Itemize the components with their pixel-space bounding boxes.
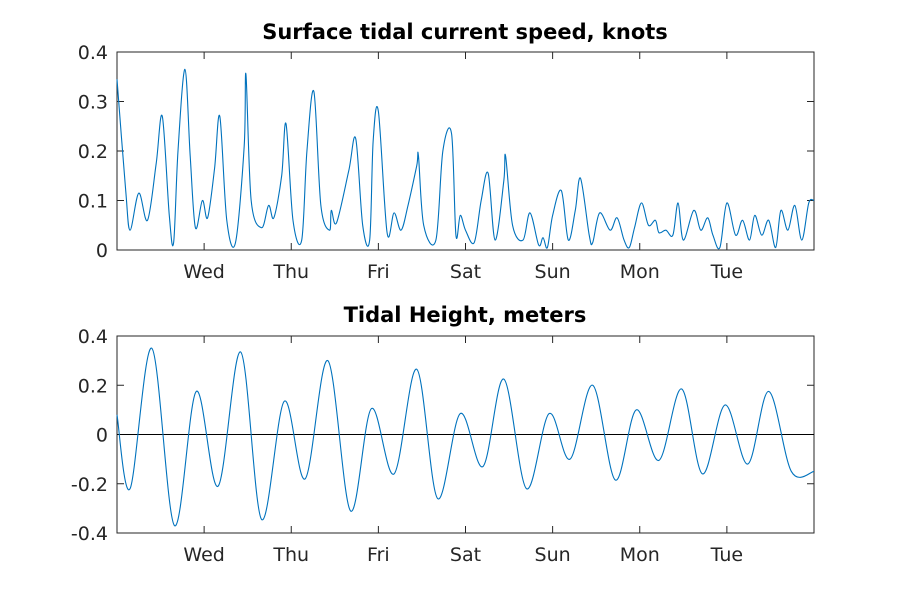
x-tick-label: Sat	[450, 261, 481, 283]
x-tick-label: Wed	[183, 261, 224, 283]
chart-title: Tidal Height, meters	[344, 303, 587, 327]
x-tick-label: Fri	[367, 544, 390, 566]
x-tick-label: Thu	[272, 261, 309, 283]
y-tick-label: 0.4	[78, 326, 108, 348]
y-tick-label: 0.1	[78, 191, 108, 213]
x-tick-label: Sun	[535, 544, 571, 566]
x-tick-label: Fri	[367, 261, 390, 283]
x-tick-label: Sun	[535, 261, 571, 283]
series-line	[116, 347, 815, 527]
x-tick-label: Mon	[620, 261, 660, 283]
y-tick-label: 0.2	[78, 141, 108, 163]
axis-ticks: 0 0.1 0.2 0.3 0.4 Wed Thu Fri Sat Sun Mon Tue	[78, 42, 814, 283]
x-tick-label: Tue	[710, 544, 743, 566]
y-tick-label: -0.4	[71, 523, 108, 545]
x-tick-label: Sat	[450, 544, 481, 566]
chart-title: Surface tidal current speed, knots	[262, 20, 668, 44]
axis-ticks: -0.4 -0.2 0 0.2 0.4 Wed Thu Fri Sat Sun Mon Tue	[71, 326, 814, 566]
plot-area	[116, 51, 815, 251]
y-tick-label: 0.3	[78, 92, 108, 114]
series-layer	[116, 347, 815, 527]
y-tick-label: 0.4	[78, 42, 108, 64]
tidal-height-chart: Tidal Height, meters -0.4 -0.2 0 0.2 0.4 Wed T…	[71, 303, 815, 566]
x-tick-label: Tue	[710, 261, 743, 283]
series-line	[116, 68, 815, 250]
y-tick-label: 0	[96, 240, 108, 262]
x-tick-label: Wed	[183, 544, 224, 566]
y-tick-label: -0.2	[71, 474, 108, 496]
y-tick-label: 0	[96, 425, 108, 447]
y-tick-label: 0.2	[78, 375, 108, 397]
current-speed-chart: Surface tidal current speed, knots 00.10…	[78, 20, 815, 283]
series-layer	[116, 68, 815, 250]
x-tick-label: Mon	[620, 544, 660, 566]
x-tick-label: Thu	[272, 544, 309, 566]
